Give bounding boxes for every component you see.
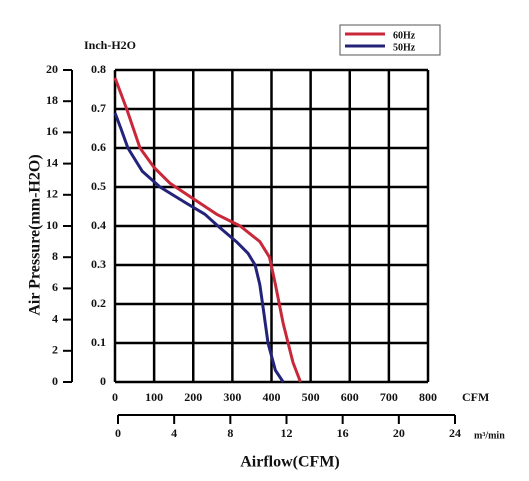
y2-tick-label: 4 bbox=[52, 311, 58, 325]
x2-unit-label: m³/min bbox=[474, 430, 505, 441]
x-tick-label: 0 bbox=[112, 390, 118, 404]
legend-box bbox=[339, 24, 441, 56]
y-tick-label: 0.6 bbox=[91, 140, 106, 154]
y-tick-label: 0.7 bbox=[91, 101, 106, 115]
x-tick-label: 600 bbox=[341, 390, 359, 404]
x-tick-label: 800 bbox=[419, 390, 437, 404]
y-tick-label: 0.2 bbox=[91, 296, 106, 310]
x2-tick-label: 4 bbox=[171, 426, 177, 440]
y2-tick-label: 18 bbox=[46, 93, 58, 107]
y2-tick-label: 12 bbox=[46, 187, 58, 201]
x2-tick-label: 12 bbox=[281, 426, 293, 440]
y2-tick-label: 16 bbox=[46, 124, 58, 138]
x2-tick-label: 0 bbox=[115, 426, 121, 440]
series-line bbox=[113, 77, 302, 383]
y2-tick-label: 14 bbox=[46, 155, 58, 169]
x-tick-label: 400 bbox=[263, 390, 281, 404]
y-tick-label: 0 bbox=[100, 374, 106, 388]
y-axis-label: Air Pressure(mm-H2O) bbox=[27, 154, 44, 315]
y-tick-label: 0.8 bbox=[91, 62, 106, 76]
x2-tick-label: 24 bbox=[449, 426, 461, 440]
y2-tick-label: 20 bbox=[46, 62, 58, 76]
y2-tick-label: 6 bbox=[52, 280, 58, 294]
y2-tick-label: 2 bbox=[52, 343, 58, 357]
series-line bbox=[113, 112, 285, 383]
x-tick-label: 500 bbox=[302, 390, 320, 404]
x-unit-label: CFM bbox=[462, 390, 489, 404]
y2-tick-label: 0 bbox=[52, 374, 58, 388]
x-tick-label: 300 bbox=[223, 390, 241, 404]
y-unit-label: Inch-H2O bbox=[84, 38, 136, 52]
y-tick-label: 0.5 bbox=[91, 179, 106, 193]
legend-label: 60Hz bbox=[393, 30, 416, 41]
x-tick-label: 100 bbox=[145, 390, 163, 404]
x-tick-label: 200 bbox=[184, 390, 202, 404]
y-tick-label: 0.1 bbox=[91, 335, 106, 349]
x2-tick-label: 8 bbox=[227, 426, 233, 440]
y2-tick-label: 8 bbox=[52, 249, 58, 263]
legend-label: 50Hz bbox=[393, 42, 416, 53]
x-axis-label: Airflow(CFM) bbox=[240, 454, 340, 471]
y2-tick-label: 10 bbox=[46, 218, 58, 232]
y-tick-label: 0.4 bbox=[91, 218, 106, 232]
x2-tick-label: 16 bbox=[337, 426, 349, 440]
x2-tick-label: 20 bbox=[393, 426, 405, 440]
x-tick-label: 700 bbox=[380, 390, 398, 404]
y-tick-label: 0.3 bbox=[91, 257, 106, 271]
